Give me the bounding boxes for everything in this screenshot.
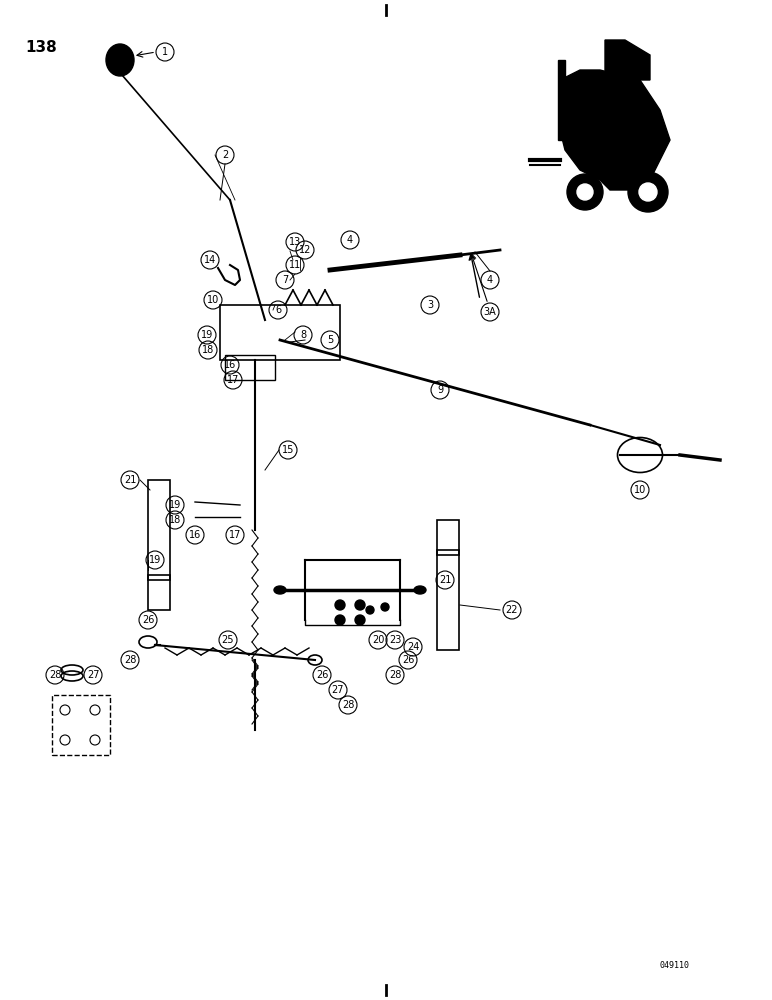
Polygon shape xyxy=(558,60,565,140)
Text: 1: 1 xyxy=(162,47,168,57)
Text: 8: 8 xyxy=(300,330,306,340)
Text: 25: 25 xyxy=(222,635,234,645)
Text: 17: 17 xyxy=(229,530,241,540)
Text: 10: 10 xyxy=(207,295,219,305)
Ellipse shape xyxy=(106,44,134,76)
Text: 18: 18 xyxy=(201,345,214,355)
Text: 19: 19 xyxy=(169,500,181,510)
Text: 3A: 3A xyxy=(483,307,496,317)
Text: 26: 26 xyxy=(142,615,154,625)
Text: 6: 6 xyxy=(275,305,281,315)
Polygon shape xyxy=(605,40,650,80)
Text: 20: 20 xyxy=(372,635,384,645)
Text: 28: 28 xyxy=(49,670,61,680)
Bar xyxy=(437,550,459,650)
Text: 049110: 049110 xyxy=(660,961,690,970)
Circle shape xyxy=(381,603,389,611)
Text: 19: 19 xyxy=(149,555,161,565)
Circle shape xyxy=(335,600,345,610)
Ellipse shape xyxy=(274,586,286,594)
Text: 26: 26 xyxy=(401,655,415,665)
Text: 27: 27 xyxy=(332,685,344,695)
Circle shape xyxy=(355,600,365,610)
Text: 138: 138 xyxy=(25,40,57,55)
Text: 16: 16 xyxy=(224,360,236,370)
Text: 28: 28 xyxy=(389,670,401,680)
Text: 13: 13 xyxy=(289,237,301,247)
Text: 26: 26 xyxy=(316,670,328,680)
Polygon shape xyxy=(560,70,670,190)
Text: 5: 5 xyxy=(327,335,334,345)
Bar xyxy=(148,480,170,580)
Text: 21: 21 xyxy=(438,575,451,585)
Circle shape xyxy=(567,174,603,210)
Text: 23: 23 xyxy=(389,635,401,645)
Bar xyxy=(148,575,170,610)
Text: 28: 28 xyxy=(342,700,354,710)
Text: 24: 24 xyxy=(407,642,419,652)
Ellipse shape xyxy=(414,586,426,594)
Text: 14: 14 xyxy=(204,255,216,265)
Circle shape xyxy=(577,184,593,200)
Text: 19: 19 xyxy=(201,330,213,340)
Circle shape xyxy=(355,615,365,625)
Text: 18: 18 xyxy=(169,515,181,525)
Text: 27: 27 xyxy=(86,670,100,680)
Text: 4: 4 xyxy=(487,275,493,285)
Circle shape xyxy=(639,183,657,201)
Bar xyxy=(225,355,275,380)
Text: 28: 28 xyxy=(124,655,136,665)
Text: 11: 11 xyxy=(289,260,301,270)
Text: 17: 17 xyxy=(227,375,239,385)
Bar xyxy=(220,305,340,360)
Circle shape xyxy=(335,615,345,625)
Text: 16: 16 xyxy=(189,530,201,540)
Text: 10: 10 xyxy=(634,485,646,495)
Circle shape xyxy=(628,172,668,212)
Bar xyxy=(437,520,459,555)
Circle shape xyxy=(366,606,374,614)
Text: 22: 22 xyxy=(506,605,518,615)
Text: 2: 2 xyxy=(222,150,228,160)
Text: 21: 21 xyxy=(124,475,136,485)
Text: 12: 12 xyxy=(299,245,311,255)
Text: 7: 7 xyxy=(282,275,288,285)
Text: 4: 4 xyxy=(347,235,353,245)
Text: 9: 9 xyxy=(437,385,443,395)
Text: 15: 15 xyxy=(282,445,294,455)
Text: 3: 3 xyxy=(427,300,433,310)
